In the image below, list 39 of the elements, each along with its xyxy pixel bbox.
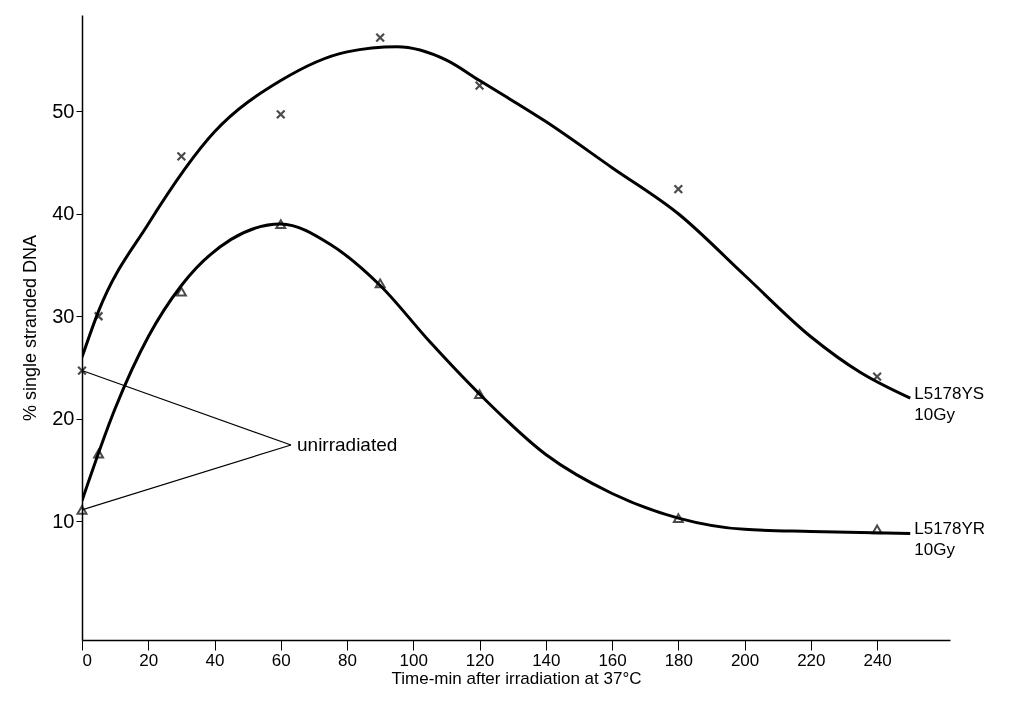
point: [474, 389, 486, 399]
x-tick-label: 180: [664, 650, 694, 670]
point: [93, 311, 104, 322]
x-tick-label: 80: [338, 650, 357, 670]
x-tick-label: 140: [532, 650, 561, 670]
point: [673, 184, 684, 195]
point: [275, 219, 287, 229]
point: [176, 151, 187, 162]
point: [375, 32, 386, 43]
series-label: L5178YS 10Gy: [914, 384, 985, 425]
x-tick-label: 60: [271, 650, 291, 670]
point: [871, 524, 883, 535]
x-axis-title: Time-min after irradiation at 37°C: [391, 668, 642, 688]
point: [374, 278, 386, 289]
y-axis-title: % single stranded DNA: [20, 234, 41, 422]
y-tick-label: 10: [52, 509, 75, 532]
point: [175, 286, 187, 297]
point: [76, 505, 88, 515]
point: [872, 371, 883, 382]
x-tick-label: 40: [205, 650, 225, 670]
x-tick-label: 20: [139, 650, 159, 670]
x-tick-label: 0: [82, 650, 92, 670]
x-tick-label: 100: [399, 650, 428, 670]
x-tick-label: 120: [465, 650, 495, 670]
x-tick-label: 200: [730, 650, 760, 670]
x-tick-label: 240: [863, 650, 892, 670]
annotation: unirradiated: [297, 434, 398, 455]
point: [77, 365, 87, 376]
x-tick-label: 160: [598, 650, 627, 670]
y-tick-label: 30: [52, 304, 75, 327]
point: [93, 448, 105, 459]
series-label: L5178YR 10Gy: [914, 519, 986, 560]
y-tick-label: 50: [52, 99, 75, 122]
y-tick-label: 40: [52, 202, 75, 225]
y-tick-label: 20: [52, 407, 75, 430]
point: [474, 80, 485, 91]
point: [672, 513, 684, 523]
x-tick-label: 220: [797, 650, 826, 670]
point: [275, 109, 286, 120]
